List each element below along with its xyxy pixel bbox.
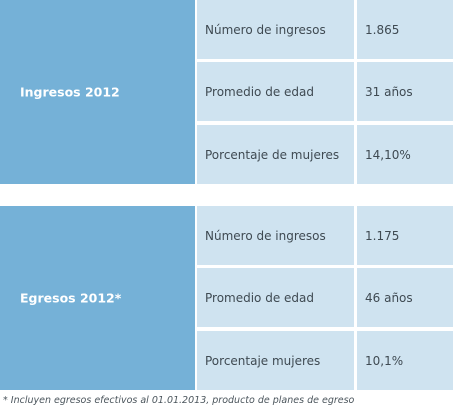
- ingresos-row-value: 1.865: [357, 0, 453, 59]
- ingresos-label-box: Ingresos 2012: [0, 0, 197, 184]
- egresos-label-box: Egresos 2012*: [0, 206, 197, 390]
- egresos-row-value: 46 años: [357, 268, 453, 327]
- egresos-row-mujeres: Porcentaje mujeres 10,1%: [197, 331, 453, 390]
- egresos-row-value: 10,1%: [357, 331, 453, 390]
- ingresos-row-value: 14,10%: [357, 125, 453, 184]
- ingresos-title: Ingresos 2012: [20, 84, 120, 100]
- ingresos-row-label: Promedio de edad: [197, 62, 354, 121]
- ingresos-row-label: Número de ingresos: [197, 0, 354, 59]
- egresos-section: Egresos 2012* Número de ingresos 1.175 P…: [0, 206, 453, 390]
- ingresos-section: Ingresos 2012 Número de ingresos 1.865 P…: [0, 0, 453, 184]
- egresos-row-label: Número de ingresos: [197, 206, 354, 265]
- egresos-row-edad: Promedio de edad 46 años: [197, 268, 453, 327]
- ingresos-row-value: 31 años: [357, 62, 453, 121]
- egresos-row-label: Promedio de edad: [197, 268, 354, 327]
- ingresos-row-numero: Número de ingresos 1.865: [197, 0, 453, 59]
- ingresos-row-edad: Promedio de edad 31 años: [197, 62, 453, 121]
- footnote: * Incluyen egresos efectivos al 01.01.20…: [3, 395, 355, 406]
- egresos-row-numero: Número de ingresos 1.175: [197, 206, 453, 265]
- ingresos-row-label: Porcentaje de mujeres: [197, 125, 354, 184]
- egresos-title: Egresos 2012*: [20, 290, 122, 306]
- ingresos-row-mujeres: Porcentaje de mujeres 14,10%: [197, 125, 453, 184]
- egresos-row-label: Porcentaje mujeres: [197, 331, 354, 390]
- egresos-row-value: 1.175: [357, 206, 453, 265]
